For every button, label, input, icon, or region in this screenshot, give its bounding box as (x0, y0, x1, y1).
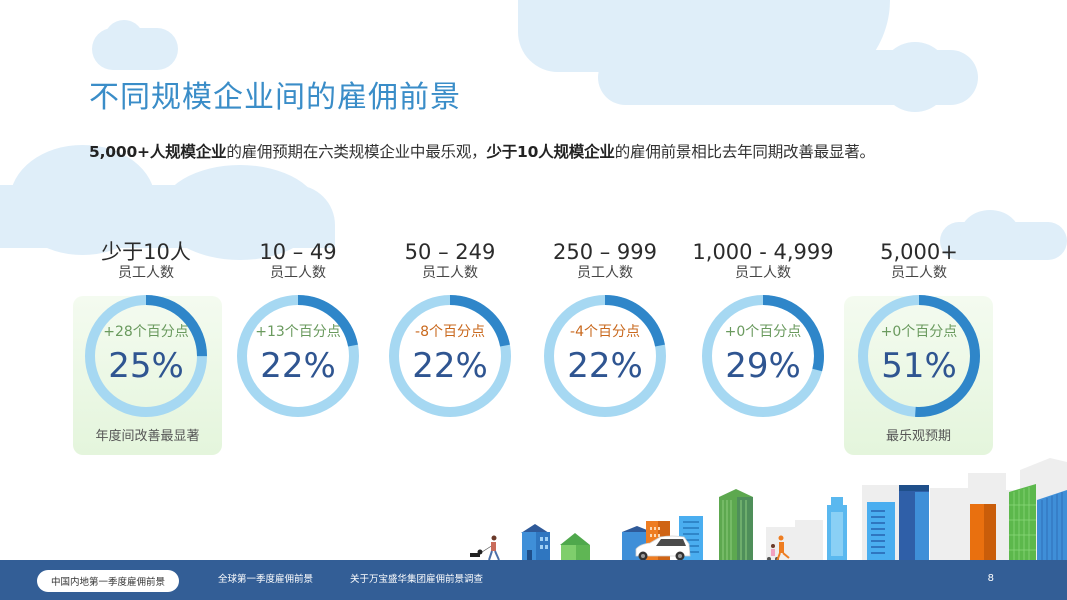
year-over-year-change: +0个百分点 (724, 324, 802, 340)
donut-chart: -8个百分点 22% (388, 294, 512, 418)
page-number: 8 (987, 573, 994, 584)
size-category-header: 250 – 999 员工人数 (530, 240, 680, 282)
size-category-unit: 员工人数 (270, 265, 326, 281)
hiring-outlook-percent: 22% (412, 346, 488, 386)
size-category-label: 少于10人 (101, 240, 191, 264)
hiring-outlook-percent: 51% (881, 346, 957, 386)
donut-chart: +0个百分点 29% (701, 294, 825, 418)
size-category-header: 1,000 - 4,999 员工人数 (688, 240, 838, 282)
tower-lightblue-icon (827, 497, 847, 561)
size-category-unit: 员工人数 (577, 265, 633, 281)
year-over-year-change: +0个百分点 (880, 324, 958, 340)
footer-tab-china-mainland[interactable]: 中国内地第一季度雇佣前景 (37, 570, 180, 592)
person-walking-dog-icon (470, 535, 500, 561)
size-category-header: 50 – 249 员工人数 (375, 240, 525, 282)
donut-ring (85, 295, 207, 417)
size-category-label: 5,000+ (880, 240, 958, 264)
hiring-outlook-percent: 29% (725, 346, 801, 386)
page-title: 不同规模企业间的雇佣前景 (89, 80, 461, 115)
house-blue-icon (521, 524, 550, 561)
donut-chart: +13个百分点 22% (236, 294, 360, 418)
donut-chart: +0个百分点 51% (857, 294, 981, 418)
size-category-header: 少于10人 员工人数 (71, 240, 221, 282)
size-category-label: 50 – 249 (404, 240, 496, 264)
tower-darkblue-icon (899, 485, 929, 561)
subtitle-text: 的雇佣预期在六类规模企业中最乐观， (226, 143, 487, 161)
building-blue-striped-icon (867, 502, 895, 561)
hiring-outlook-percent: 25% (108, 346, 184, 386)
page-subtitle: 5,000+人规模企业的雇佣预期在六类规模企业中最乐观，少于10人规模企业的雇佣… (89, 140, 875, 162)
cloud-decoration (960, 210, 1020, 260)
donut-ring (702, 295, 824, 417)
size-category-unit: 员工人数 (891, 265, 947, 281)
size-category-label: 1,000 - 4,999 (692, 240, 834, 264)
size-category-label: 10 – 49 (259, 240, 337, 264)
footer-tab-about-survey[interactable]: 关于万宝盛华集团雇佣前景调查 (350, 574, 484, 585)
year-over-year-change: +13个百分点 (255, 324, 341, 340)
year-over-year-change: -4个百分点 (570, 324, 640, 340)
footer-tab-global[interactable]: 全球第一季度雇佣前景 (218, 574, 314, 585)
note-most-improved: 年度间改善最显著 (95, 429, 200, 444)
donut-chart: +28个百分点 25% (84, 294, 208, 418)
hiring-outlook-percent: 22% (567, 346, 643, 386)
city-skyline-illustration (470, 458, 1067, 562)
cloud-decoration (880, 42, 950, 112)
cloud-decoration (160, 165, 320, 260)
car-icon (635, 535, 691, 561)
subtitle-emphasis-small: 少于10人规模企业 (486, 143, 615, 161)
donut-ring (237, 295, 359, 417)
year-over-year-change: +28个百分点 (103, 324, 189, 340)
subtitle-text: 的雇佣前景相比去年同期改善最显著。 (614, 143, 875, 161)
donut-ring (858, 295, 980, 417)
tower-orange-icon (970, 504, 996, 561)
size-category-header: 10 – 49 员工人数 (223, 240, 373, 282)
house-green-icon (560, 533, 590, 561)
tower-blue-edge-icon (1037, 490, 1067, 561)
footer-nav: 中国内地第一季度雇佣前景 全球第一季度雇佣前景 关于万宝盛华集团雇佣前景调查 8 (0, 560, 1067, 600)
tower-green-grid-icon (1009, 484, 1036, 561)
hiring-outlook-percent: 22% (260, 346, 336, 386)
size-category-unit: 员工人数 (118, 265, 174, 281)
size-category-header: 5,000+ 员工人数 (844, 240, 994, 282)
donut-ring (389, 295, 511, 417)
donut-ring (544, 295, 666, 417)
donut-chart: -4个百分点 22% (543, 294, 667, 418)
size-category-unit: 员工人数 (735, 265, 791, 281)
cloud-decoration (10, 145, 155, 255)
size-category-label: 250 – 999 (552, 240, 657, 264)
year-over-year-change: -8个百分点 (415, 324, 485, 340)
tower-green-icon (719, 489, 753, 561)
subtitle-emphasis-large: 5,000+人规模企业 (89, 143, 227, 161)
size-category-unit: 员工人数 (422, 265, 478, 281)
note-most-optimistic: 最乐观预期 (885, 429, 951, 444)
cloud-decoration (104, 20, 144, 60)
